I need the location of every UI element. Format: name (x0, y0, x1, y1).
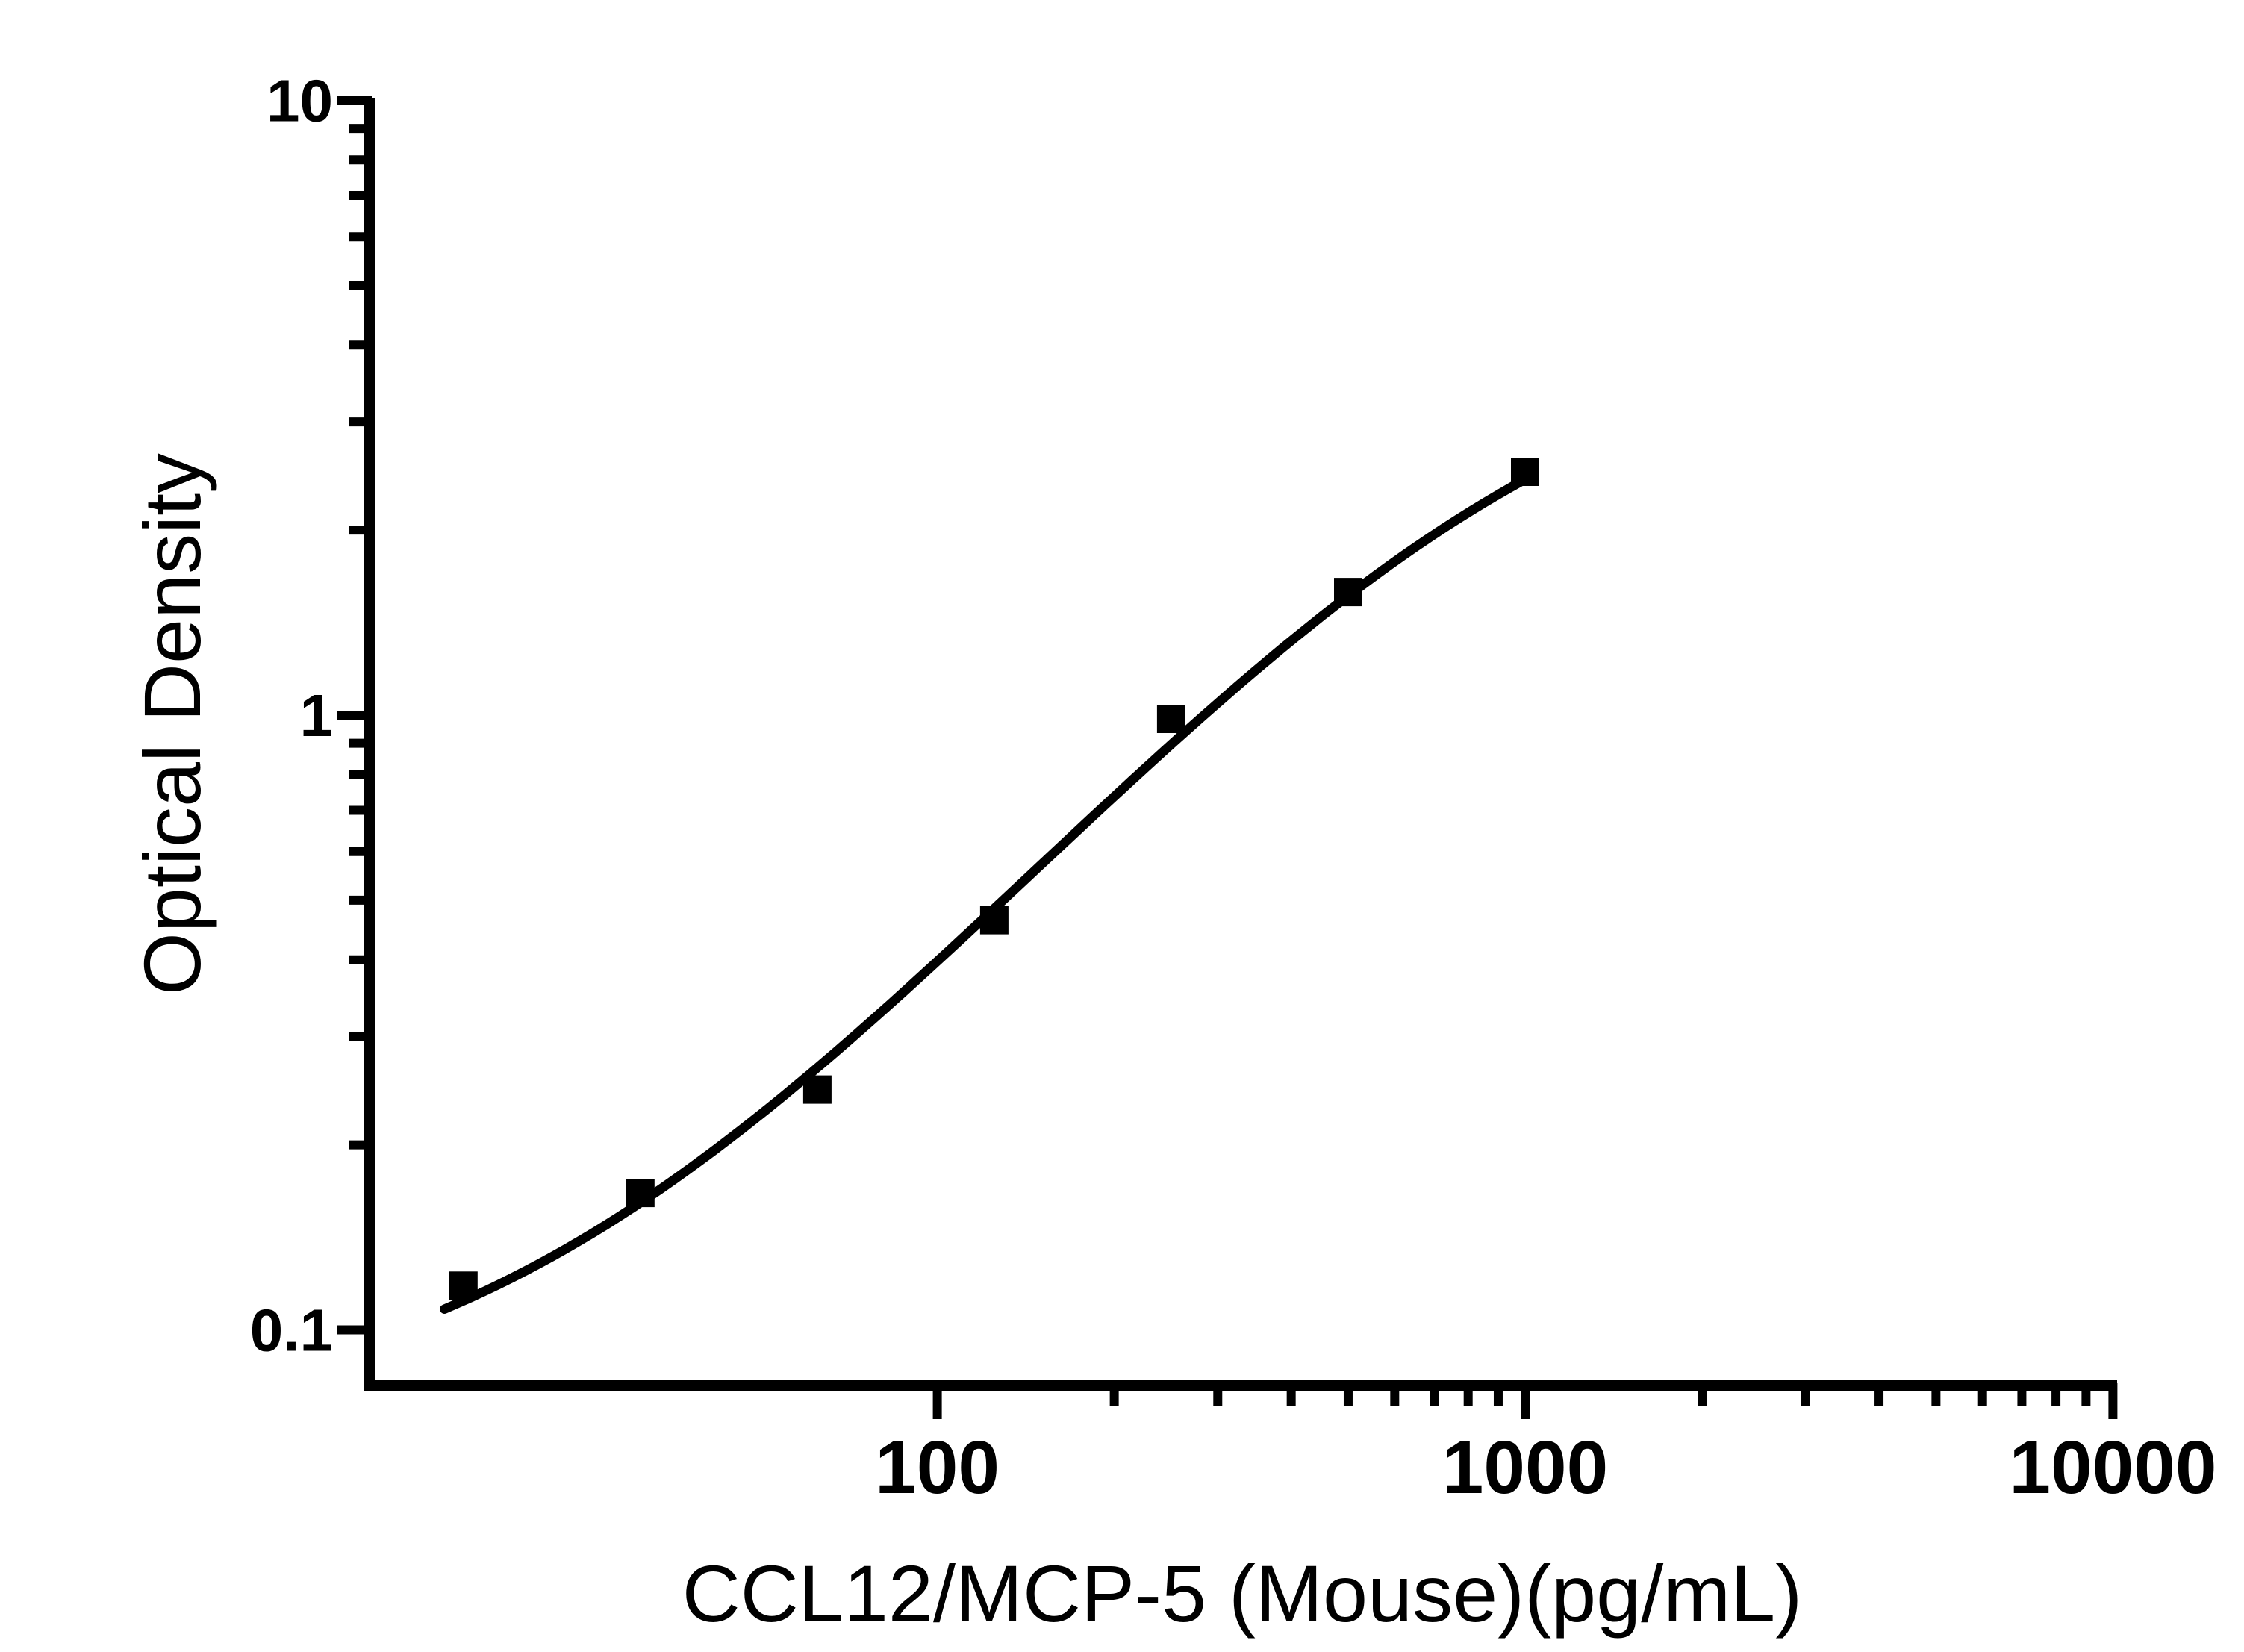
data-point-marker (626, 1179, 655, 1208)
y-tick-label: 1 (300, 682, 334, 749)
y-axis-tick-labels: 0.1 1 10 (250, 68, 333, 1364)
x-axis-minor-ticks (1109, 1383, 2091, 1406)
x-axis-title: CCL12/MCP-5 (Mouse)(pg/mL) (682, 1548, 1802, 1639)
data-point-marker (1334, 578, 1362, 607)
x-tick-label: 1000 (1442, 1426, 1608, 1509)
data-point-marker (802, 1075, 832, 1104)
data-point-marker (1156, 705, 1185, 733)
data-point-marker (1511, 458, 1539, 486)
x-axis-major-ticks (932, 1383, 2118, 1419)
data-point-marker (979, 906, 1009, 935)
y-tick-label: 10 (267, 68, 333, 134)
x-tick-label: 100 (875, 1426, 1000, 1509)
x-axis-tick-labels: 100 1000 10000 (875, 1426, 2216, 1509)
y-axis-title: Optical Density (127, 453, 217, 995)
data-point-markers (449, 458, 1539, 1300)
y-tick-label: 0.1 (250, 1297, 333, 1364)
x-tick-label: 10000 (2009, 1426, 2216, 1509)
data-point-marker (449, 1271, 478, 1300)
y-axis-minor-ticks (349, 124, 372, 1150)
y-axis-major-ticks (337, 96, 372, 1335)
fit-curve (440, 474, 1530, 1314)
